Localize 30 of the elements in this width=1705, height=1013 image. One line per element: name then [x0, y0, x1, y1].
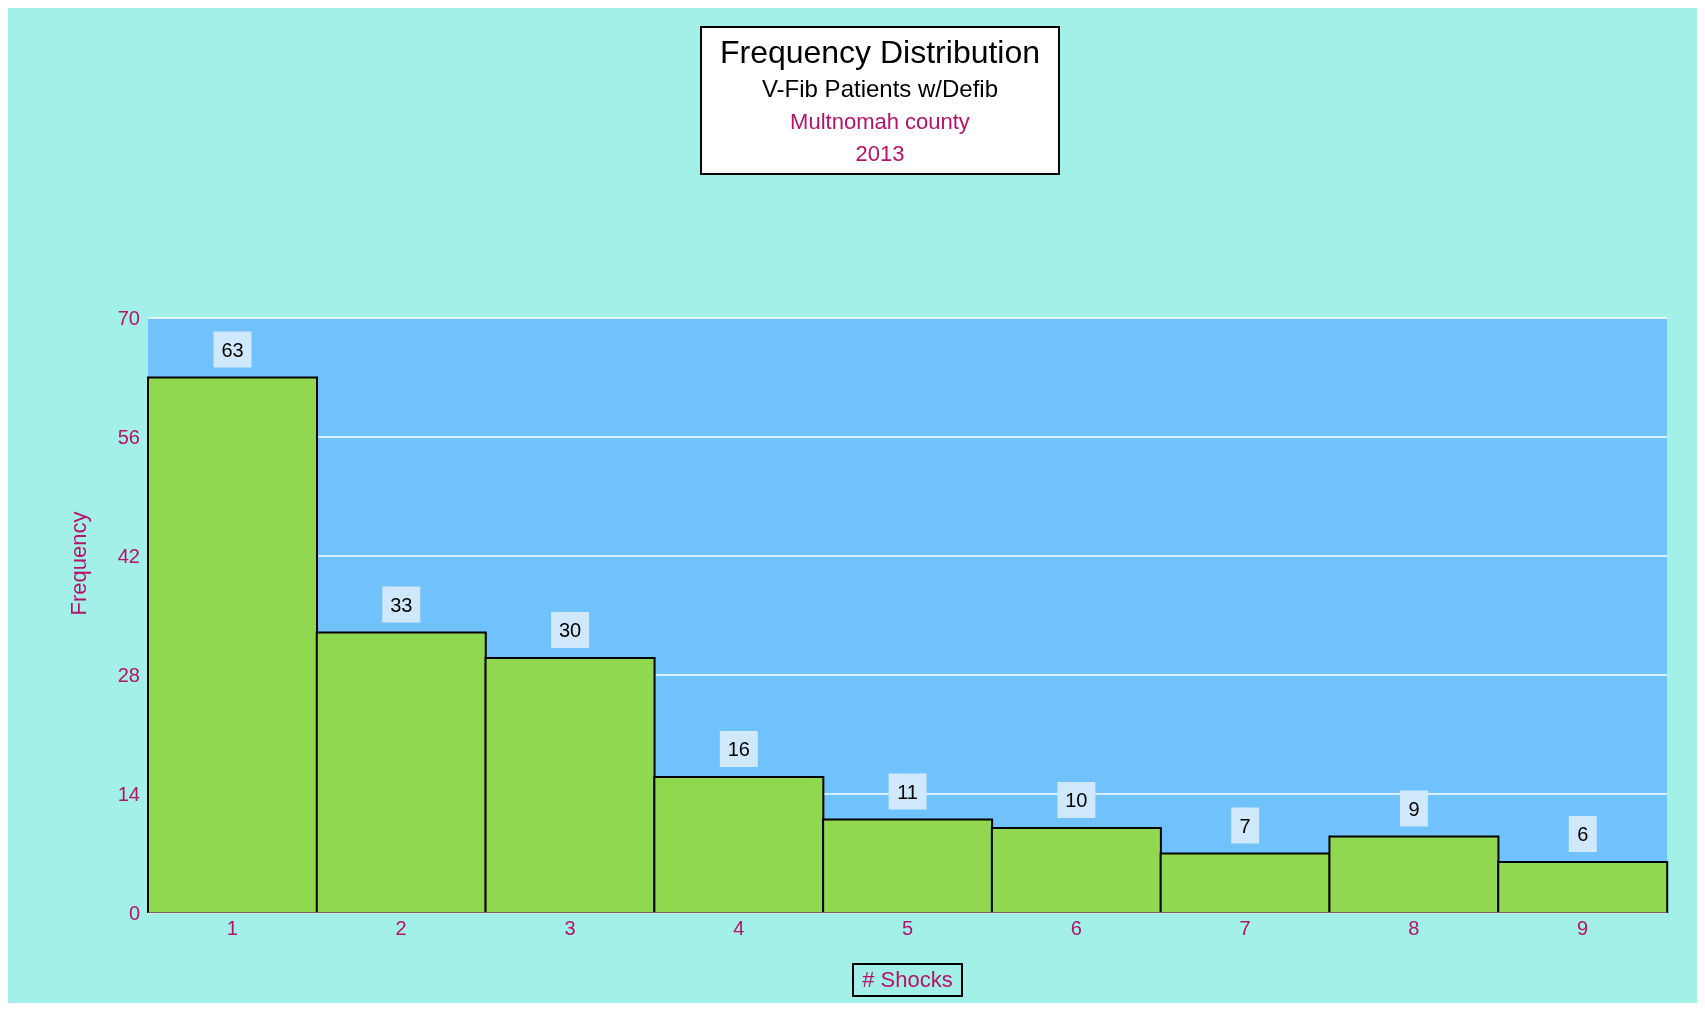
x-tick-label: 5 — [901, 917, 914, 940]
x-tick-label: 3 — [564, 917, 576, 940]
x-tick-label: 7 — [1239, 917, 1251, 940]
x-tick-label: 8 — [1408, 917, 1420, 940]
y-tick-label: 28 — [117, 664, 140, 687]
y-tick-label: 56 — [117, 426, 140, 449]
data-label: 30 — [558, 619, 582, 641]
x-axis-title: # Shocks — [852, 963, 963, 997]
chart-subtitle: V-Fib Patients w/Defib — [760, 75, 1000, 103]
x-tick-label: 9 — [1577, 917, 1589, 940]
chart-title: Frequency Distribution — [718, 34, 1042, 71]
y-tick-label: 14 — [117, 783, 140, 806]
y-axis-title: Frequency — [65, 511, 91, 616]
x-tick-label: 1 — [226, 917, 238, 940]
data-label: 11 — [897, 780, 918, 803]
data-label: 10 — [1065, 789, 1088, 811]
x-tick-label: 6 — [1070, 917, 1082, 940]
data-label: 33 — [390, 593, 413, 616]
data-label: 9 — [1408, 797, 1420, 820]
text: 2013 — [854, 141, 906, 167]
x-tick-label: 2 — [395, 917, 407, 940]
data-label: 7 — [1239, 814, 1251, 837]
y-tick-label: 42 — [117, 545, 140, 568]
y-tick-label: 0 — [128, 902, 140, 925]
y-tick-label: 70 — [117, 307, 140, 330]
data-label: 6 — [1577, 823, 1589, 845]
data-label: 63 — [221, 338, 244, 361]
text: Multnomah county — [789, 109, 971, 135]
x-tick-label: 4 — [733, 917, 745, 940]
data-label: 16 — [727, 738, 750, 760]
